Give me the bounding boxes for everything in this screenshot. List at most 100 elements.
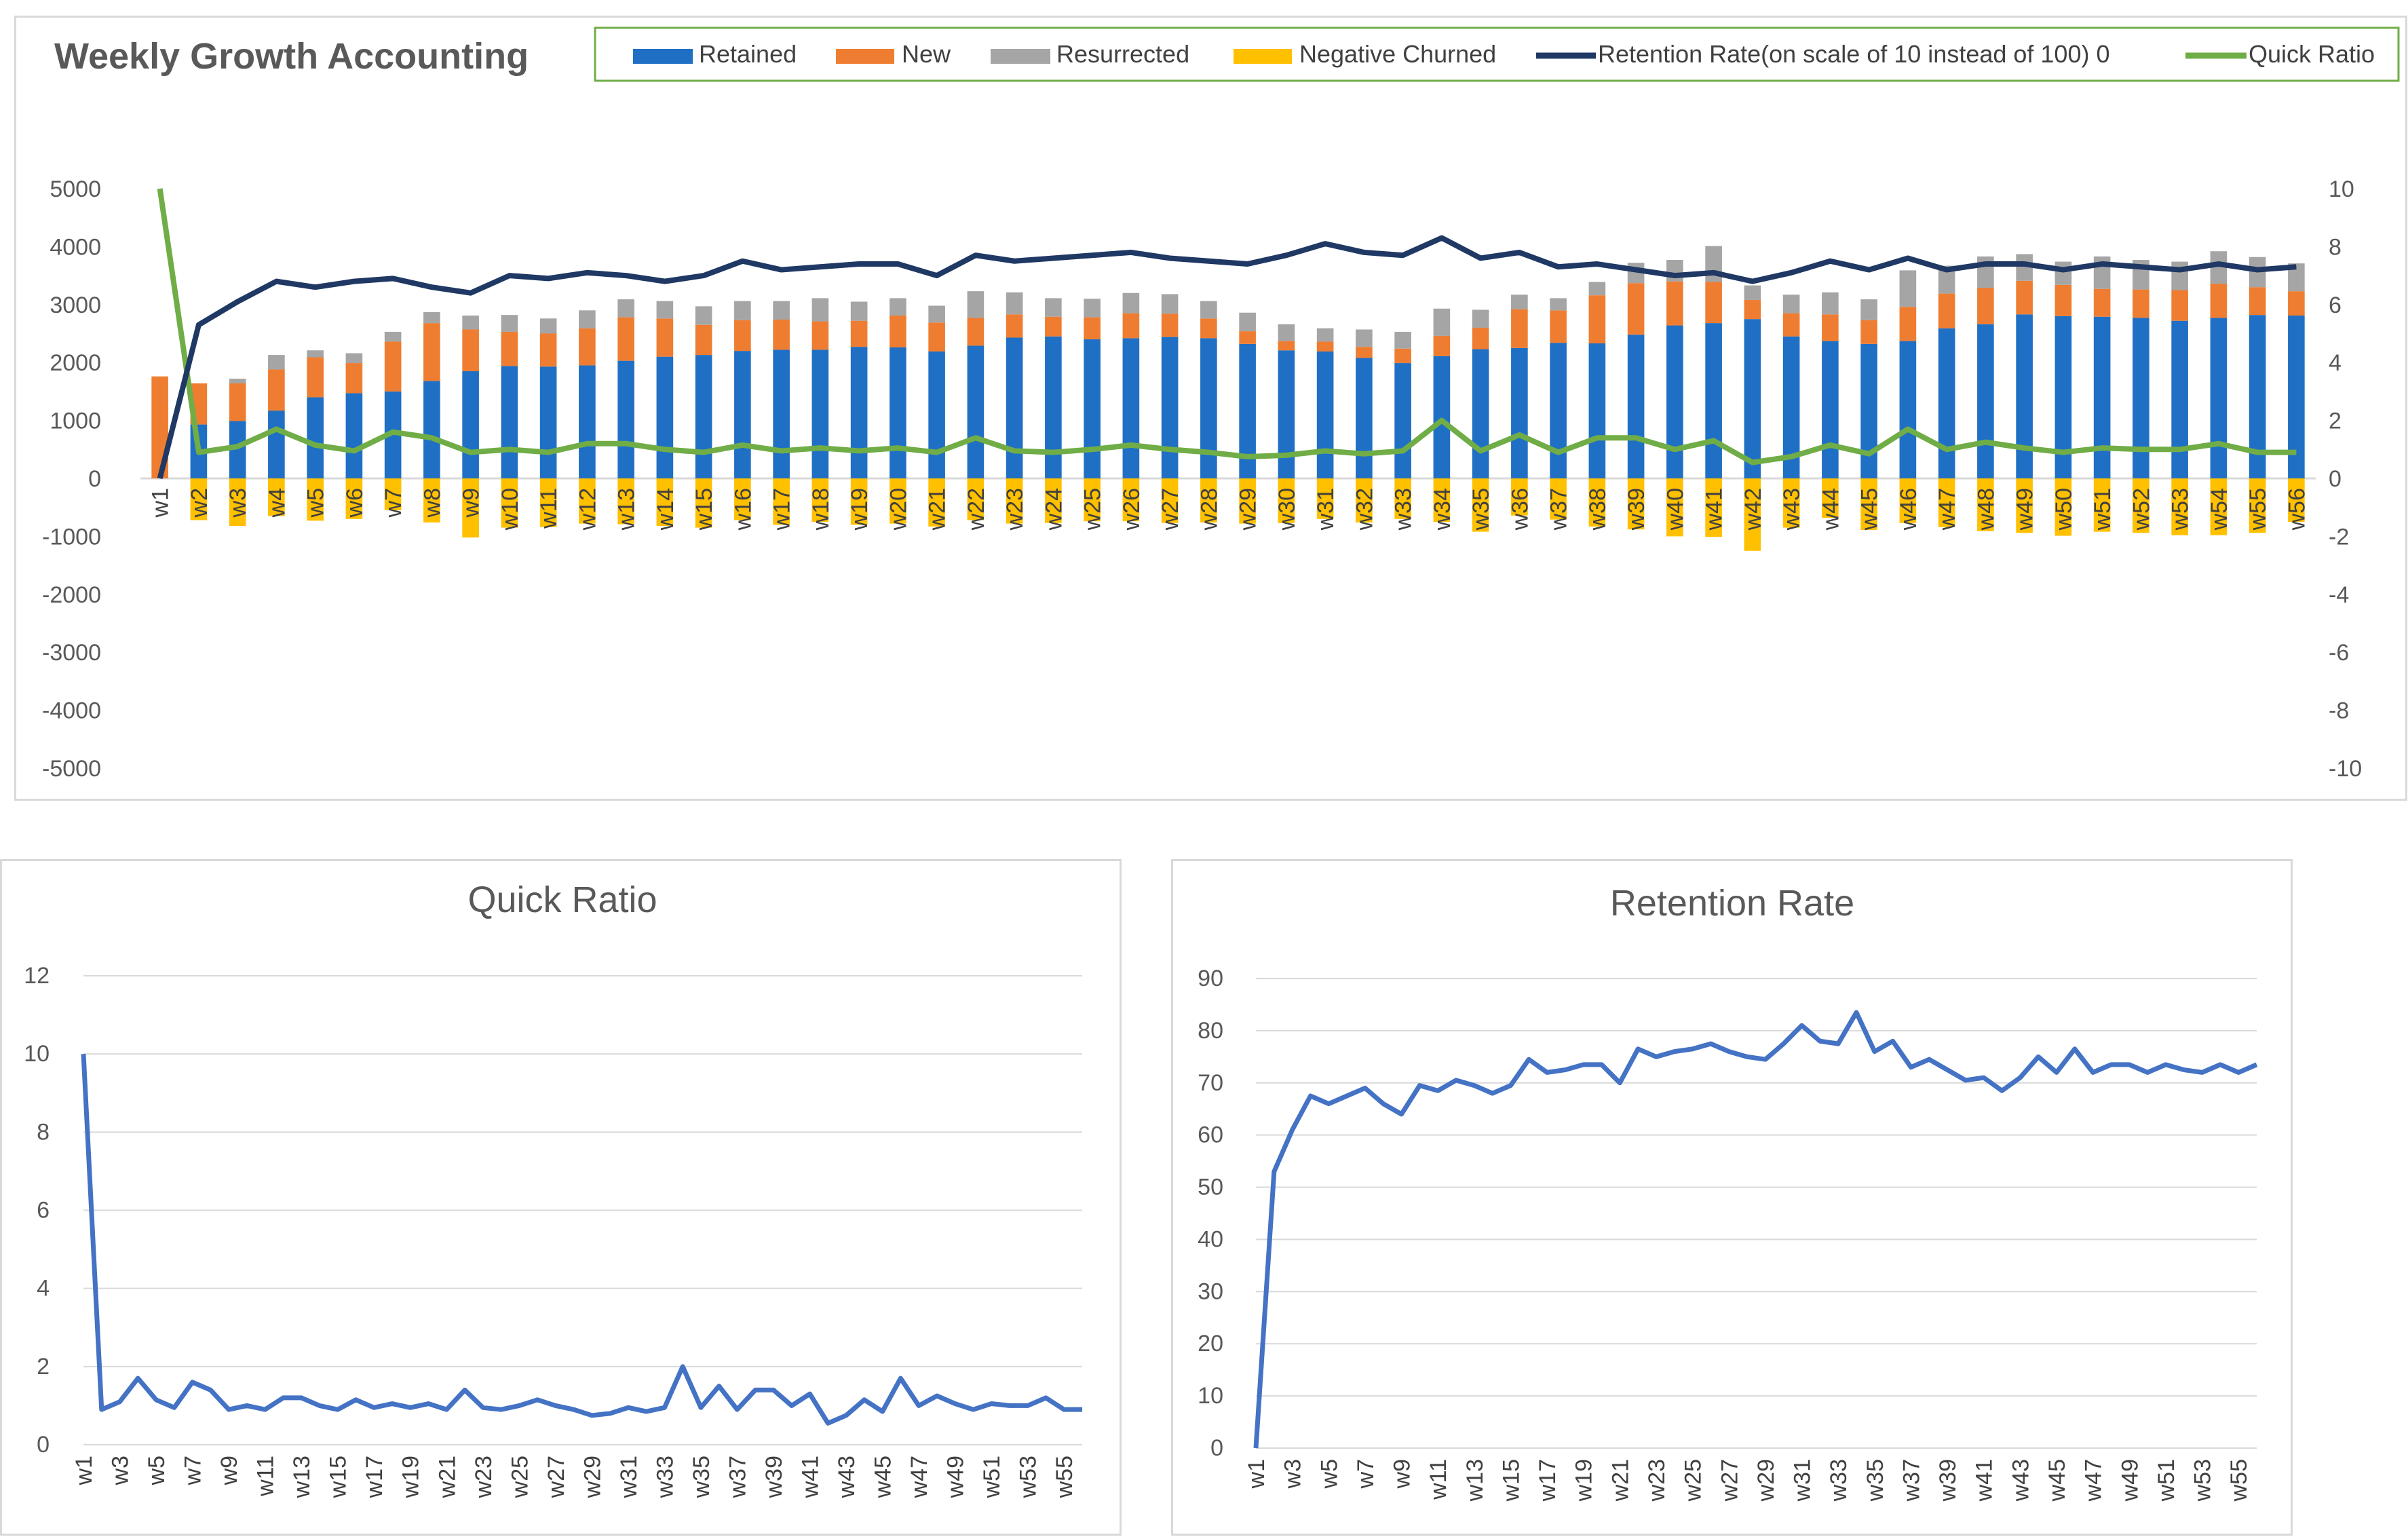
left-axis-tick-label: -4000: [42, 698, 101, 724]
right-axis-tick-label: 0: [2329, 466, 2342, 492]
bar-negative-churned: [1627, 478, 1645, 530]
bar-negative-churned: [579, 478, 596, 524]
bar-negative-churned: [2055, 478, 2072, 536]
x-axis-label: w49: [2117, 1459, 2143, 1502]
x-axis-label: w15: [1498, 1459, 1524, 1502]
bar-new: [928, 322, 945, 352]
legend-label-retention-rate: Retention Rate(on scale of 10 instead of…: [1598, 40, 2110, 68]
bar-new: [1550, 310, 1567, 343]
y-axis-tick-label: 30: [1198, 1278, 1223, 1304]
right-axis-ticks: 10 8 6 4 2 0 -2 -4 -6 -8 -10: [2329, 176, 2362, 782]
bar-retained: [1899, 341, 1917, 478]
y-axis-tick-label: 40: [1198, 1226, 1223, 1252]
y-axis-tick-label: 4: [37, 1276, 50, 1302]
x-axis-label: w9: [459, 488, 484, 518]
bar-new: [1122, 313, 1140, 339]
bar-negative-churned: [1045, 478, 1062, 523]
bar-new: [2210, 284, 2228, 318]
bar-resurrected: [1239, 312, 1256, 332]
bar-new: [229, 383, 246, 421]
x-axis-label: w11: [536, 488, 562, 529]
bar-resurrected: [811, 298, 829, 322]
legend-item-resurrected[interactable]: Resurrected: [991, 40, 1189, 68]
bar-negative-churned: [2249, 478, 2266, 533]
bar-new: [1394, 348, 1411, 364]
x-axis-label: w47: [2081, 1459, 2107, 1502]
bar-resurrected: [1899, 270, 1917, 307]
bar-new: [811, 321, 829, 350]
x-axis-label: w55: [2226, 1459, 2252, 1502]
x-axis-label: w13: [614, 488, 640, 531]
bar-resurrected: [890, 298, 906, 316]
bar-new: [2171, 290, 2188, 321]
legend-item-new[interactable]: New: [836, 40, 951, 68]
bar-retained: [1550, 343, 1567, 478]
bar-negative-churned: [1782, 478, 1800, 528]
bar-negative-churned: [229, 478, 246, 527]
bar-negative-churned: [2288, 478, 2305, 523]
bar-negative-churned: [1006, 478, 1023, 524]
x-axis-label: w37: [725, 1456, 750, 1498]
x-axis-label: w34: [1430, 488, 1455, 531]
legend-label-quick-ratio: Quick Ratio: [2249, 40, 2375, 68]
x-axis-label: w27: [543, 1456, 569, 1498]
bar-new: [423, 323, 440, 381]
x-axis-label: w50: [2051, 488, 2077, 531]
x-axis-labels: w1 w2 w3 w4 w5 w6 w7 w8 w9 w10 w11 w12 w13 w14 w15 w16 w…: [148, 488, 2310, 531]
legend-item-retained[interactable]: Retained: [633, 40, 797, 68]
bar-resurrected: [1588, 282, 1606, 296]
y-axis-tick-label: 8: [37, 1119, 50, 1145]
left-axis-tick-label: 0: [88, 466, 101, 492]
y-axis-tick-label: 50: [1198, 1175, 1223, 1200]
bar-resurrected: [1278, 324, 1295, 341]
legend-item-quick-ratio[interactable]: Quick Ratio: [2185, 40, 2375, 68]
bar-resurrected: [850, 301, 868, 321]
bar-new: [1200, 318, 1217, 339]
bar-resurrected: [1084, 299, 1101, 318]
x-axis-label: w19: [398, 1456, 424, 1498]
x-axis-label: w3: [225, 488, 251, 518]
bar-retained: [695, 355, 712, 478]
x-axis-label: w7: [381, 488, 406, 518]
bar-resurrected: [1744, 285, 1761, 300]
right-axis-tick-label: -4: [2329, 582, 2349, 608]
left-axis-tick-label: -3000: [42, 640, 101, 666]
bar-retained: [2093, 316, 2111, 478]
x-axis-label: w25: [1681, 1459, 1706, 1502]
bar-resurrected: [1356, 329, 1373, 347]
bar-new: [2055, 284, 2072, 316]
bar-new: [2288, 291, 2305, 316]
left-axis-tick-label: 1000: [50, 409, 101, 434]
x-axis-label: w29: [1753, 1459, 1779, 1502]
bar-retained: [1938, 328, 1955, 478]
y-axis-tick-label: 20: [1198, 1331, 1223, 1356]
bar-negative-churned: [345, 478, 363, 519]
bar-resurrected: [1122, 292, 1140, 314]
bar-resurrected: [1161, 294, 1179, 314]
bar-negative-churned: [462, 478, 479, 538]
x-axis-label: w45: [1857, 488, 1883, 531]
bar-retained: [1433, 356, 1451, 478]
x-axis-label: w37: [1898, 1459, 1924, 1502]
x-axis-label: w9: [216, 1456, 242, 1485]
bar-retained: [1666, 325, 1683, 478]
bar-negative-churned: [1705, 478, 1722, 537]
retention-rate-title: Retention Rate: [1610, 883, 1854, 924]
right-axis-tick-label: -2: [2329, 524, 2349, 550]
retention-rate-chart: Retention Rate 90 80 70 60 50 40 30 20 10 0 w1 w3 w…: [1171, 859, 2293, 1536]
bar-negative-churned: [1822, 478, 1839, 518]
quick-ratio-y-ticks: 12 10 8 6 4 2 0: [24, 963, 50, 1458]
bar-new: [307, 357, 324, 398]
legend-item-negative-churned[interactable]: Negative Churned: [1234, 40, 1496, 68]
bar-resurrected: [423, 311, 440, 324]
bar-retained: [1200, 338, 1217, 478]
legend-item-retention-rate[interactable]: Retention Rate(on scale of 10 instead of…: [1536, 40, 2110, 68]
bar-negative-churned: [2133, 478, 2149, 533]
bar-new: [2133, 289, 2149, 318]
bar-negative-churned: [850, 478, 868, 525]
left-axis-ticks: 5000 4000 3000 2000 1000 0 -1000 -2000 -3000 -400…: [42, 176, 101, 782]
bar-retained: [1744, 319, 1761, 478]
bar-new: [2093, 288, 2111, 317]
right-axis-tick-label: 2: [2329, 409, 2342, 434]
